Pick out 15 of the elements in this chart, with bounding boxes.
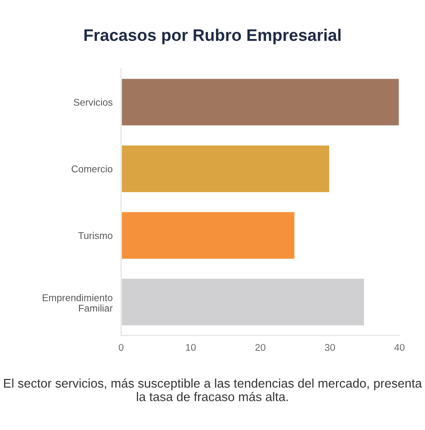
bar bbox=[121, 144, 331, 194]
y-tick-label: Comercio bbox=[72, 165, 112, 172]
y-tick-label: Emprendimiento Familiar bbox=[42, 294, 113, 312]
bar bbox=[121, 77, 400, 127]
x-tick-label: 30 bbox=[324, 344, 335, 351]
bar bbox=[121, 210, 296, 260]
y-tick-label: Servicios bbox=[74, 98, 112, 106]
bar bbox=[121, 277, 366, 327]
x-tick-label: 10 bbox=[186, 344, 196, 351]
chart-title: Fracasos por Rubro Empresarial bbox=[84, 28, 341, 44]
y-tick-label: Turismo bbox=[78, 232, 112, 240]
text: El sector servicios, más susceptible a las tendencias del mercado, presenta la tasa de fracaso más alta. bbox=[4, 378, 422, 402]
x-tick-label: 0 bbox=[118, 344, 124, 351]
x-tick-label: 20 bbox=[255, 344, 266, 351]
x-tick-label: 40 bbox=[394, 344, 405, 351]
